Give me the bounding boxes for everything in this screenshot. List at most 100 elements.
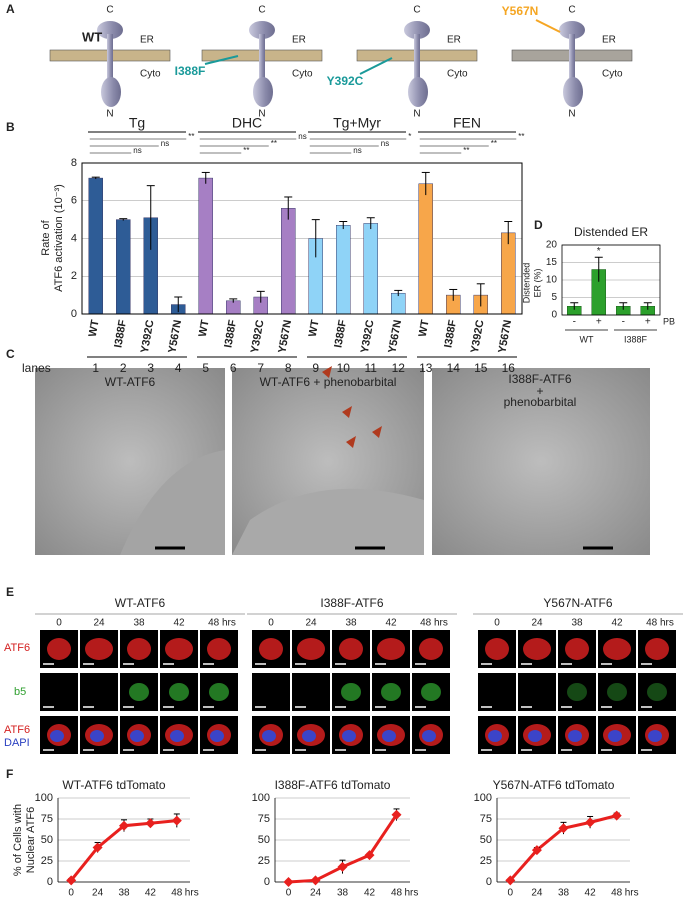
y-tick-label: 0 [47, 876, 53, 888]
y-axis-label: ATF6 activation (10⁻³) [53, 184, 65, 292]
marker [92, 842, 103, 853]
atf6-signal [165, 638, 193, 660]
x-tick-label: WT [417, 319, 432, 338]
x-tick-label: 42 [145, 888, 157, 899]
cyto-label: Cyto [447, 69, 468, 80]
y-tick-label: 6 [71, 195, 77, 207]
atf6-signal [485, 638, 509, 660]
marker [283, 877, 294, 887]
bar [88, 177, 103, 315]
y-tick-label: 0 [264, 876, 270, 888]
y-axis-label: Rate of [40, 219, 52, 255]
x-tick-label: Y392C [139, 319, 157, 354]
y-tick-label: 25 [480, 855, 492, 867]
y-tick-label: 100 [35, 792, 53, 804]
luminal-domain [249, 21, 275, 39]
b5-signal [129, 683, 149, 701]
b5-signal [169, 683, 189, 701]
atf6-signal [127, 638, 151, 660]
stem [569, 34, 575, 78]
chart-title: Y567N-ATF6 tdTomato [493, 778, 615, 792]
mutation-arrow [204, 55, 239, 65]
y-axis-label: % of Cells with [12, 804, 24, 876]
y-axis-label: ER (%) [532, 268, 542, 297]
chart-title: Distended ER [574, 225, 648, 239]
significance-label: ns [353, 146, 361, 155]
y-tick-label: 100 [252, 792, 270, 804]
lane-number: 3 [147, 361, 154, 375]
er-label: ER [602, 35, 616, 46]
lane-number: 2 [120, 361, 127, 375]
x-tick-label: Y392C [469, 319, 487, 354]
atf6-signal [259, 638, 283, 660]
y-tick-label: 2 [71, 270, 77, 282]
dapi-signal [170, 730, 184, 742]
cytosolic-domain [101, 77, 121, 107]
construct-header: I388F-ATF6 [320, 596, 383, 610]
micrograph-tile [478, 673, 516, 711]
x-tick-label: 0 [508, 888, 514, 899]
atf6-signal [207, 638, 231, 660]
arrowhead [372, 426, 382, 438]
y-tick-label: 15 [546, 257, 558, 268]
dapi-signal [422, 730, 436, 742]
marker [145, 818, 156, 829]
y-tick-label: 75 [41, 813, 53, 825]
micrograph-caption: WT-ATF6 [105, 375, 156, 389]
micrograph-tile [80, 673, 118, 711]
x-tick-label: 0 [68, 888, 74, 899]
x-tick-label: 38 [118, 888, 130, 899]
time-label: 42 [173, 618, 185, 629]
x-tick-label: 38 [337, 888, 349, 899]
mutation-label: Y567N [502, 4, 539, 18]
group-label: Tg+Myr [333, 115, 381, 131]
micrograph-caption: phenobarbital [504, 395, 577, 409]
x-tick-label: - [573, 317, 576, 328]
significance-label: ** [518, 132, 524, 141]
bar [281, 208, 296, 315]
x-tick-label: 38 [558, 888, 570, 899]
cyto-label: Cyto [292, 69, 313, 80]
annotation: * [597, 246, 601, 257]
significance-label: * [408, 132, 411, 141]
time-label: 0 [268, 618, 274, 629]
lane-number: 11 [365, 361, 378, 375]
bar [501, 232, 516, 315]
group-label: WT [580, 334, 594, 344]
panel-letter: E [6, 585, 14, 599]
x-tick-label: I388F [332, 319, 349, 349]
dapi-signal [488, 730, 502, 742]
construct-header: Y567N-ATF6 [543, 596, 612, 610]
chart-title: I388F-ATF6 tdTomato [275, 778, 391, 792]
micrograph-tile [558, 673, 596, 711]
time-label: 24 [531, 618, 543, 629]
micrograph-tile [292, 673, 330, 711]
atf6-signal [565, 638, 589, 660]
x-tick-label: Y567N [276, 319, 294, 354]
b5-signal [341, 683, 361, 701]
significance-label: ** [188, 132, 194, 141]
micrograph-tile [518, 673, 556, 711]
group-label: Tg [129, 115, 145, 131]
significance-label: ns [161, 139, 169, 148]
micrograph-caption: + [536, 384, 543, 398]
lane-number: 8 [285, 361, 292, 375]
x-unit-label: hrs [625, 888, 639, 899]
micrograph-caption: I388F-ATF6 [508, 372, 571, 386]
arrowhead [342, 406, 352, 418]
marker [558, 823, 569, 834]
y-tick-label: 0 [71, 308, 77, 320]
b5-signal [567, 683, 587, 701]
x-tick-label: Y567N [166, 319, 184, 354]
time-label: 48 hrs [208, 618, 236, 629]
dapi-signal [210, 730, 224, 742]
luminal-domain [404, 21, 430, 39]
x-tick-label: WT [87, 319, 102, 338]
bar [391, 292, 406, 315]
stem [259, 34, 265, 78]
mutation-label: I388F [175, 64, 206, 78]
x-unit-label: hrs [185, 888, 199, 899]
y-tick-label: 50 [41, 834, 53, 846]
x-tick-label: 42 [585, 888, 597, 899]
